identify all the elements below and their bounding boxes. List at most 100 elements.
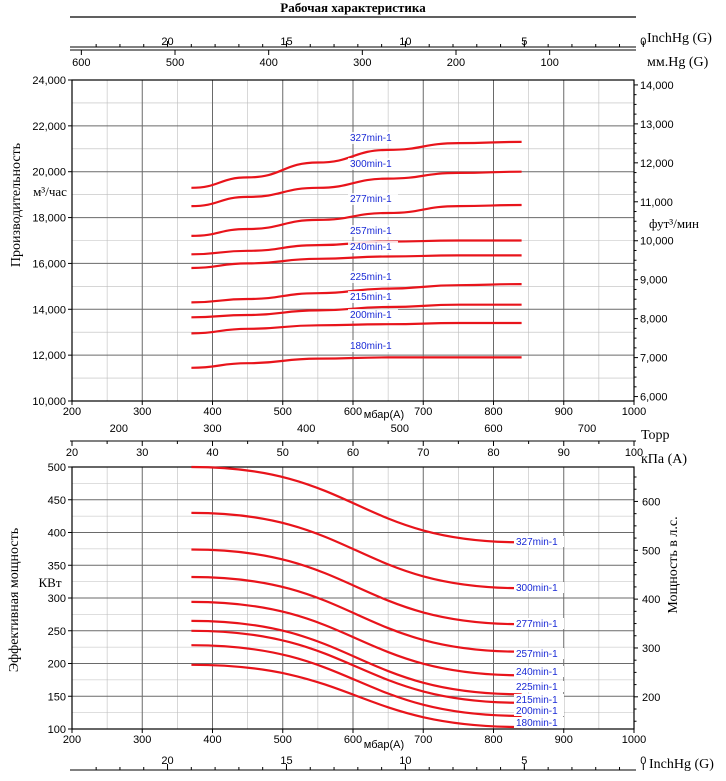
bottom-inchhg-tick-label: 20 xyxy=(161,755,173,767)
capacity-series-200min-1 xyxy=(191,321,522,335)
kpa-tick-label: 60 xyxy=(347,447,359,459)
capacity-x-tick-label: 800 xyxy=(484,406,502,418)
power-right-tick-label: 500 xyxy=(642,545,660,557)
capacity-label-bg xyxy=(348,132,398,144)
power-series-215min-1 xyxy=(191,629,522,704)
kpa-tick-label: 30 xyxy=(136,447,148,459)
capacity-right-tick-label: 9,000 xyxy=(640,275,668,287)
capacity-x-tick-label: 400 xyxy=(203,406,221,418)
kpa-tick-label: 50 xyxy=(277,447,289,459)
power-series-label: 215min-1 xyxy=(516,695,558,706)
capacity-x-tick-label: 1000 xyxy=(622,406,646,418)
torr-tick-label: 400 xyxy=(297,423,315,435)
power-x-tick-label: 500 xyxy=(274,734,292,746)
capacity-series-label: 200min-1 xyxy=(350,310,392,321)
power-y-tick-label: 200 xyxy=(48,659,66,671)
power-series-200min-1 xyxy=(191,644,522,717)
bottom-inchhg-tick-label: 10 xyxy=(399,755,411,767)
capacity-series-label: 225min-1 xyxy=(350,272,392,283)
top-inchhg-tick-label: 10 xyxy=(399,36,411,48)
capacity-right-tick-label: 13,000 xyxy=(640,119,674,131)
capacity-series-240min-1 xyxy=(191,254,522,270)
power-right-tick-label: 400 xyxy=(642,594,660,606)
bottom-inchhg-tick-label: 0 xyxy=(640,755,646,767)
kpa-tick-label: 20 xyxy=(66,447,78,459)
capacity-x-tick-label: 900 xyxy=(555,406,573,418)
power-label-bg xyxy=(514,681,564,692)
power-y-tick-label: 400 xyxy=(48,528,66,540)
power-x-title: мбар(A) xyxy=(364,739,404,751)
capacity-series-label: 215min-1 xyxy=(350,292,392,303)
capacity-right-tick-label: 11,000 xyxy=(640,197,673,209)
top-inchhg-tick-label: 15 xyxy=(280,36,292,48)
power-label-bg xyxy=(514,717,564,728)
torr-tick-label: 600 xyxy=(484,423,502,435)
torr-tick-label: 200 xyxy=(110,423,128,435)
top-inchhg-tick-label: 20 xyxy=(161,36,173,48)
power-x-tick-label: 900 xyxy=(555,734,573,746)
capacity-label-bg xyxy=(348,309,398,321)
power-x-tick-label: 400 xyxy=(203,734,221,746)
capacity-series-label: 327min-1 xyxy=(350,133,392,144)
power-right-tick-label: 200 xyxy=(642,692,660,704)
top-mmhg-tick-label: 200 xyxy=(447,57,465,69)
kpa-tick-label: 40 xyxy=(206,447,218,459)
power-y-tick-label: 150 xyxy=(48,691,66,703)
power-series-label: 277min-1 xyxy=(516,619,558,630)
bottom-inchhg-unit: InchHg (G) xyxy=(649,757,714,772)
capacity-y-tick-label: 20,000 xyxy=(32,167,66,179)
capacity-y-tick-label: 12,000 xyxy=(32,350,66,362)
capacity-x-title: мбар(A) xyxy=(364,409,404,421)
power-series-label: 240min-1 xyxy=(516,667,558,678)
capacity-y-tick-label: 22,000 xyxy=(32,121,66,133)
power-label-bg xyxy=(514,694,564,705)
capacity-series-215min-1 xyxy=(191,303,522,319)
power-label-bg xyxy=(514,648,564,659)
capacity-label-bg xyxy=(348,340,398,352)
capacity-series-277min-1 xyxy=(191,203,522,237)
kpa-tick-label: 100 xyxy=(625,447,643,459)
power-series-label: 300min-1 xyxy=(516,583,558,594)
power-y-right-title: Мощность в л.с. xyxy=(666,516,681,613)
power-series-label: 257min-1 xyxy=(516,649,558,660)
power-y-tick-label: 450 xyxy=(48,495,66,507)
capacity-series-300min-1 xyxy=(191,170,522,208)
top-inchhg-tick-label: 0 xyxy=(640,36,646,48)
capacity-y-tick-label: 16,000 xyxy=(32,258,66,270)
capacity-series-label: 277min-1 xyxy=(350,194,392,205)
power-label-bg xyxy=(514,705,564,716)
capacity-series-180min-1 xyxy=(191,356,522,369)
power-x-tick-label: 300 xyxy=(133,734,151,746)
top-mmhg-tick-label: 400 xyxy=(259,57,277,69)
torr-tick-label: 700 xyxy=(578,423,596,435)
top-mmhg-tick-label: 500 xyxy=(166,57,184,69)
power-label-bg xyxy=(514,666,564,677)
kpa-unit: кПа (A) xyxy=(641,452,687,467)
capacity-x-tick-label: 700 xyxy=(414,406,432,418)
capacity-y-tick-label: 10,000 xyxy=(32,396,66,408)
power-series-300min-1 xyxy=(191,511,522,590)
kpa-tick-label: 90 xyxy=(558,447,570,459)
capacity-right-tick-label: 6,000 xyxy=(640,392,668,404)
capacity-series-label: 180min-1 xyxy=(350,341,392,352)
torr-tick-label: 500 xyxy=(391,423,409,435)
capacity-y-right-unit: фут³/мин xyxy=(649,216,699,231)
power-right-tick-label: 300 xyxy=(642,643,660,655)
power-y-tick-label: 350 xyxy=(48,560,66,572)
capacity-series-label: 257min-1 xyxy=(350,226,392,237)
power-series-label: 225min-1 xyxy=(516,682,558,693)
capacity-right-tick-label: 7,000 xyxy=(640,353,668,365)
top-mmhg-unit: мм.Hg (G) xyxy=(647,55,709,70)
top-inchhg-unit: InchHg (G) xyxy=(647,31,712,46)
capacity-series-225min-1 xyxy=(191,283,522,304)
power-series-257min-1 xyxy=(191,575,522,653)
power-y-tick-label: 250 xyxy=(48,626,66,638)
capacity-label-bg xyxy=(348,158,398,170)
power-series-label: 200min-1 xyxy=(516,706,558,717)
capacity-series-label: 240min-1 xyxy=(350,242,392,253)
power-y-unit: КВт xyxy=(38,575,61,590)
torr-unit: Торр xyxy=(641,428,670,443)
power-y-tick-label: 500 xyxy=(48,462,66,474)
power-series-180min-1 xyxy=(191,663,522,729)
